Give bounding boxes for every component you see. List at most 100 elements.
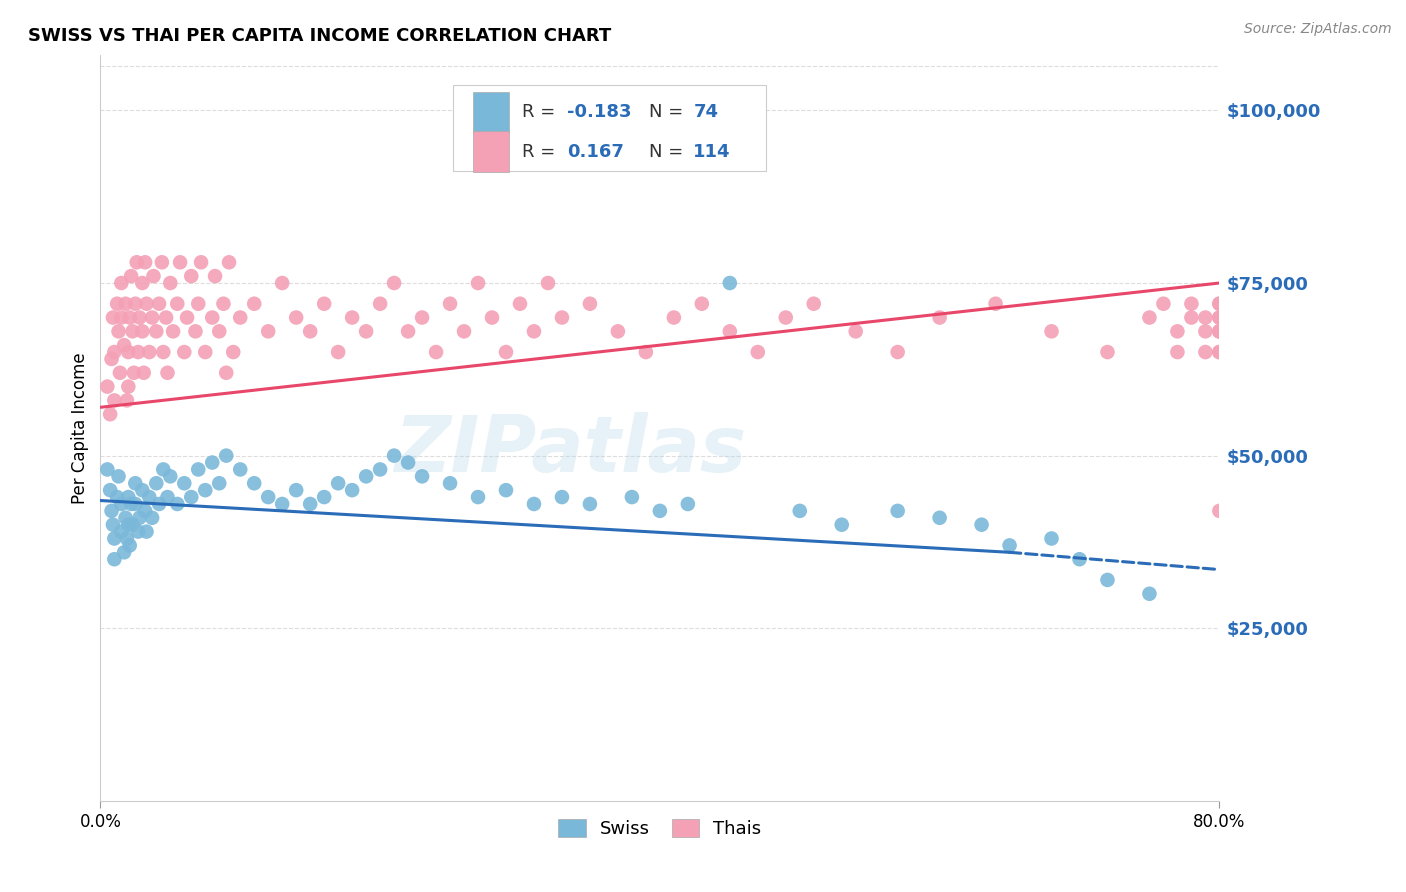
Point (105, 490, 128, 504)
Point (411, 469, 433, 483)
Text: Source: ZipAtlas.com: Source: ZipAtlas.com (1244, 22, 1392, 37)
Point (114, 296, 136, 310)
Point (803, 296, 825, 310)
Point (110, 497, 132, 511)
Point (190, 255, 212, 269)
Point (1097, 573, 1119, 587)
Point (124, 296, 146, 310)
Point (481, 310, 503, 325)
Point (141, 510, 163, 524)
Point (1208, 324, 1230, 338)
Point (382, 276, 405, 290)
Point (152, 462, 174, 476)
Point (396, 456, 419, 470)
FancyBboxPatch shape (453, 85, 766, 170)
Point (1194, 310, 1216, 325)
Point (425, 345, 447, 359)
Point (194, 483, 217, 498)
Point (229, 310, 252, 325)
Point (108, 366, 131, 380)
Point (396, 324, 419, 338)
Point (382, 449, 405, 463)
Point (257, 324, 280, 338)
Point (96, 462, 118, 476)
Point (257, 490, 280, 504)
Point (523, 324, 546, 338)
Point (439, 296, 461, 310)
Point (117, 345, 139, 359)
Point (134, 255, 156, 269)
Point (368, 296, 391, 310)
Point (620, 490, 643, 504)
Point (328, 345, 350, 359)
Point (152, 345, 174, 359)
Point (411, 310, 433, 325)
Point (439, 476, 461, 491)
Point (124, 497, 146, 511)
Point (509, 296, 531, 310)
Bar (472, 92, 509, 133)
Point (159, 276, 181, 290)
Point (150, 255, 173, 269)
Point (212, 296, 235, 310)
Point (127, 524, 149, 539)
Point (115, 532, 138, 546)
Point (107, 469, 129, 483)
Point (970, 517, 993, 532)
Point (148, 296, 170, 310)
Point (1208, 345, 1230, 359)
Point (1139, 310, 1161, 325)
Point (173, 476, 195, 491)
Point (886, 504, 908, 518)
Text: 0.167: 0.167 (567, 143, 624, 161)
Point (187, 296, 209, 310)
Point (194, 345, 217, 359)
Point (285, 310, 308, 325)
Point (132, 366, 155, 380)
Point (120, 497, 142, 511)
Point (1069, 552, 1091, 566)
Point (103, 552, 125, 566)
Point (201, 456, 224, 470)
Point (138, 345, 160, 359)
Point (314, 296, 336, 310)
Point (121, 517, 143, 532)
Point (1180, 296, 1202, 310)
Point (156, 366, 179, 380)
Point (886, 345, 908, 359)
Point (103, 393, 125, 408)
Point (1040, 324, 1063, 338)
Point (117, 490, 139, 504)
Point (1152, 296, 1174, 310)
Point (218, 255, 240, 269)
Point (180, 269, 202, 284)
Text: ZIPatlas: ZIPatlas (394, 412, 747, 489)
Legend: Swiss, Thais: Swiss, Thais (551, 812, 769, 846)
Point (117, 379, 139, 393)
Point (340, 483, 363, 498)
Point (105, 296, 128, 310)
Point (1180, 310, 1202, 325)
Point (368, 462, 391, 476)
Point (243, 296, 266, 310)
Point (1208, 324, 1230, 338)
Point (98, 483, 121, 498)
Point (579, 296, 602, 310)
Point (1166, 324, 1188, 338)
Point (138, 490, 160, 504)
Point (354, 469, 377, 483)
Point (110, 310, 132, 325)
Point (1208, 504, 1230, 518)
Point (128, 310, 150, 325)
Point (845, 324, 868, 338)
Point (148, 497, 170, 511)
Point (1208, 310, 1230, 325)
Point (121, 324, 143, 338)
Point (1166, 345, 1188, 359)
Point (634, 345, 657, 359)
Point (222, 345, 245, 359)
Point (166, 296, 188, 310)
Point (142, 269, 165, 284)
Point (314, 490, 336, 504)
Point (134, 504, 156, 518)
